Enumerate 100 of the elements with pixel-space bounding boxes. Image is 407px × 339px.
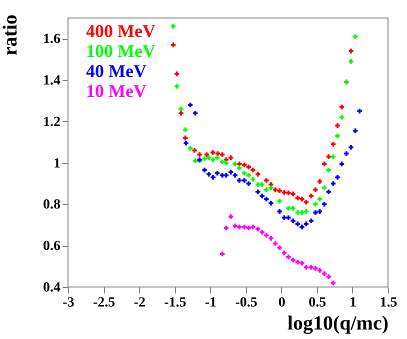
point [232, 172, 238, 178]
point [317, 196, 322, 202]
x-tick-label: -0.5 [235, 296, 258, 310]
point [290, 218, 296, 224]
point [335, 174, 340, 180]
point [228, 155, 234, 160]
point [197, 152, 202, 157]
text: 10 MeV [86, 81, 146, 101]
point [304, 200, 309, 205]
point [322, 162, 327, 166]
point [326, 274, 331, 279]
point [260, 194, 264, 198]
point [290, 192, 296, 196]
point [250, 177, 256, 182]
series-label: 400 MeV [86, 21, 156, 41]
point [313, 202, 318, 207]
x-tick-label: 0.5 [308, 296, 326, 310]
point [286, 206, 291, 211]
point [242, 170, 247, 176]
point [170, 42, 176, 48]
point [256, 172, 260, 177]
point [277, 209, 282, 214]
y-tick-label: 1.2 [43, 114, 60, 130]
point [326, 189, 331, 194]
point [290, 258, 296, 262]
y-tick-label: 0.4 [43, 280, 60, 296]
point [215, 151, 220, 156]
y-tick-label: 1 [54, 156, 60, 172]
point [277, 188, 282, 194]
point [256, 182, 260, 187]
point [277, 245, 282, 250]
point [182, 136, 188, 140]
point [313, 266, 318, 271]
point [220, 152, 225, 157]
point [339, 104, 344, 110]
point [268, 236, 274, 241]
point [250, 168, 256, 172]
point [192, 110, 198, 116]
point [182, 127, 188, 132]
point [214, 170, 220, 176]
point [357, 108, 362, 114]
point [330, 154, 336, 159]
y-tick-label: 0.6 [43, 239, 60, 254]
point [300, 260, 304, 266]
point [192, 148, 197, 153]
x-axis-title: log10(q/mc) [287, 312, 388, 334]
point [237, 166, 242, 170]
point [206, 155, 212, 160]
point [282, 190, 287, 195]
point [300, 196, 304, 202]
point [317, 209, 322, 214]
point [210, 157, 216, 162]
point [348, 59, 354, 64]
point [313, 210, 318, 215]
point [348, 144, 354, 150]
point [188, 102, 193, 108]
point [322, 185, 327, 190]
x-tick-label: -2.5 [92, 296, 116, 310]
point [220, 252, 225, 256]
point [237, 224, 242, 230]
point [246, 181, 251, 186]
y-tick-label: 1.6 [43, 32, 60, 48]
point [188, 146, 193, 151]
y-axis-title: ratio [0, 14, 22, 56]
point [224, 226, 229, 230]
point [237, 178, 242, 183]
point [256, 226, 260, 232]
x-tick-label: -1.5 [164, 296, 186, 310]
point [260, 230, 264, 235]
point [210, 150, 216, 155]
point [178, 106, 184, 112]
point [202, 168, 207, 172]
point [339, 162, 344, 166]
point [264, 232, 269, 238]
point [286, 190, 291, 196]
point [246, 164, 251, 170]
x-tick-label: 1 [349, 296, 356, 310]
point [228, 214, 234, 219]
point [256, 189, 260, 194]
point [344, 151, 349, 156]
point [264, 196, 269, 202]
point [282, 250, 287, 256]
point [330, 280, 336, 286]
point [210, 174, 216, 180]
point [313, 187, 318, 192]
point [272, 241, 278, 246]
point [277, 198, 282, 204]
point [352, 34, 358, 39]
series-label: 100 MeV [86, 41, 156, 61]
y-tick-label: 0.8 [43, 198, 60, 213]
point [178, 110, 184, 116]
point [282, 215, 287, 220]
y-tick-label: 1.4 [43, 74, 60, 89]
point [264, 178, 269, 183]
point [300, 224, 304, 230]
point [300, 210, 304, 215]
point [224, 160, 229, 166]
point [330, 181, 336, 186]
point [264, 187, 269, 192]
point [335, 123, 340, 128]
